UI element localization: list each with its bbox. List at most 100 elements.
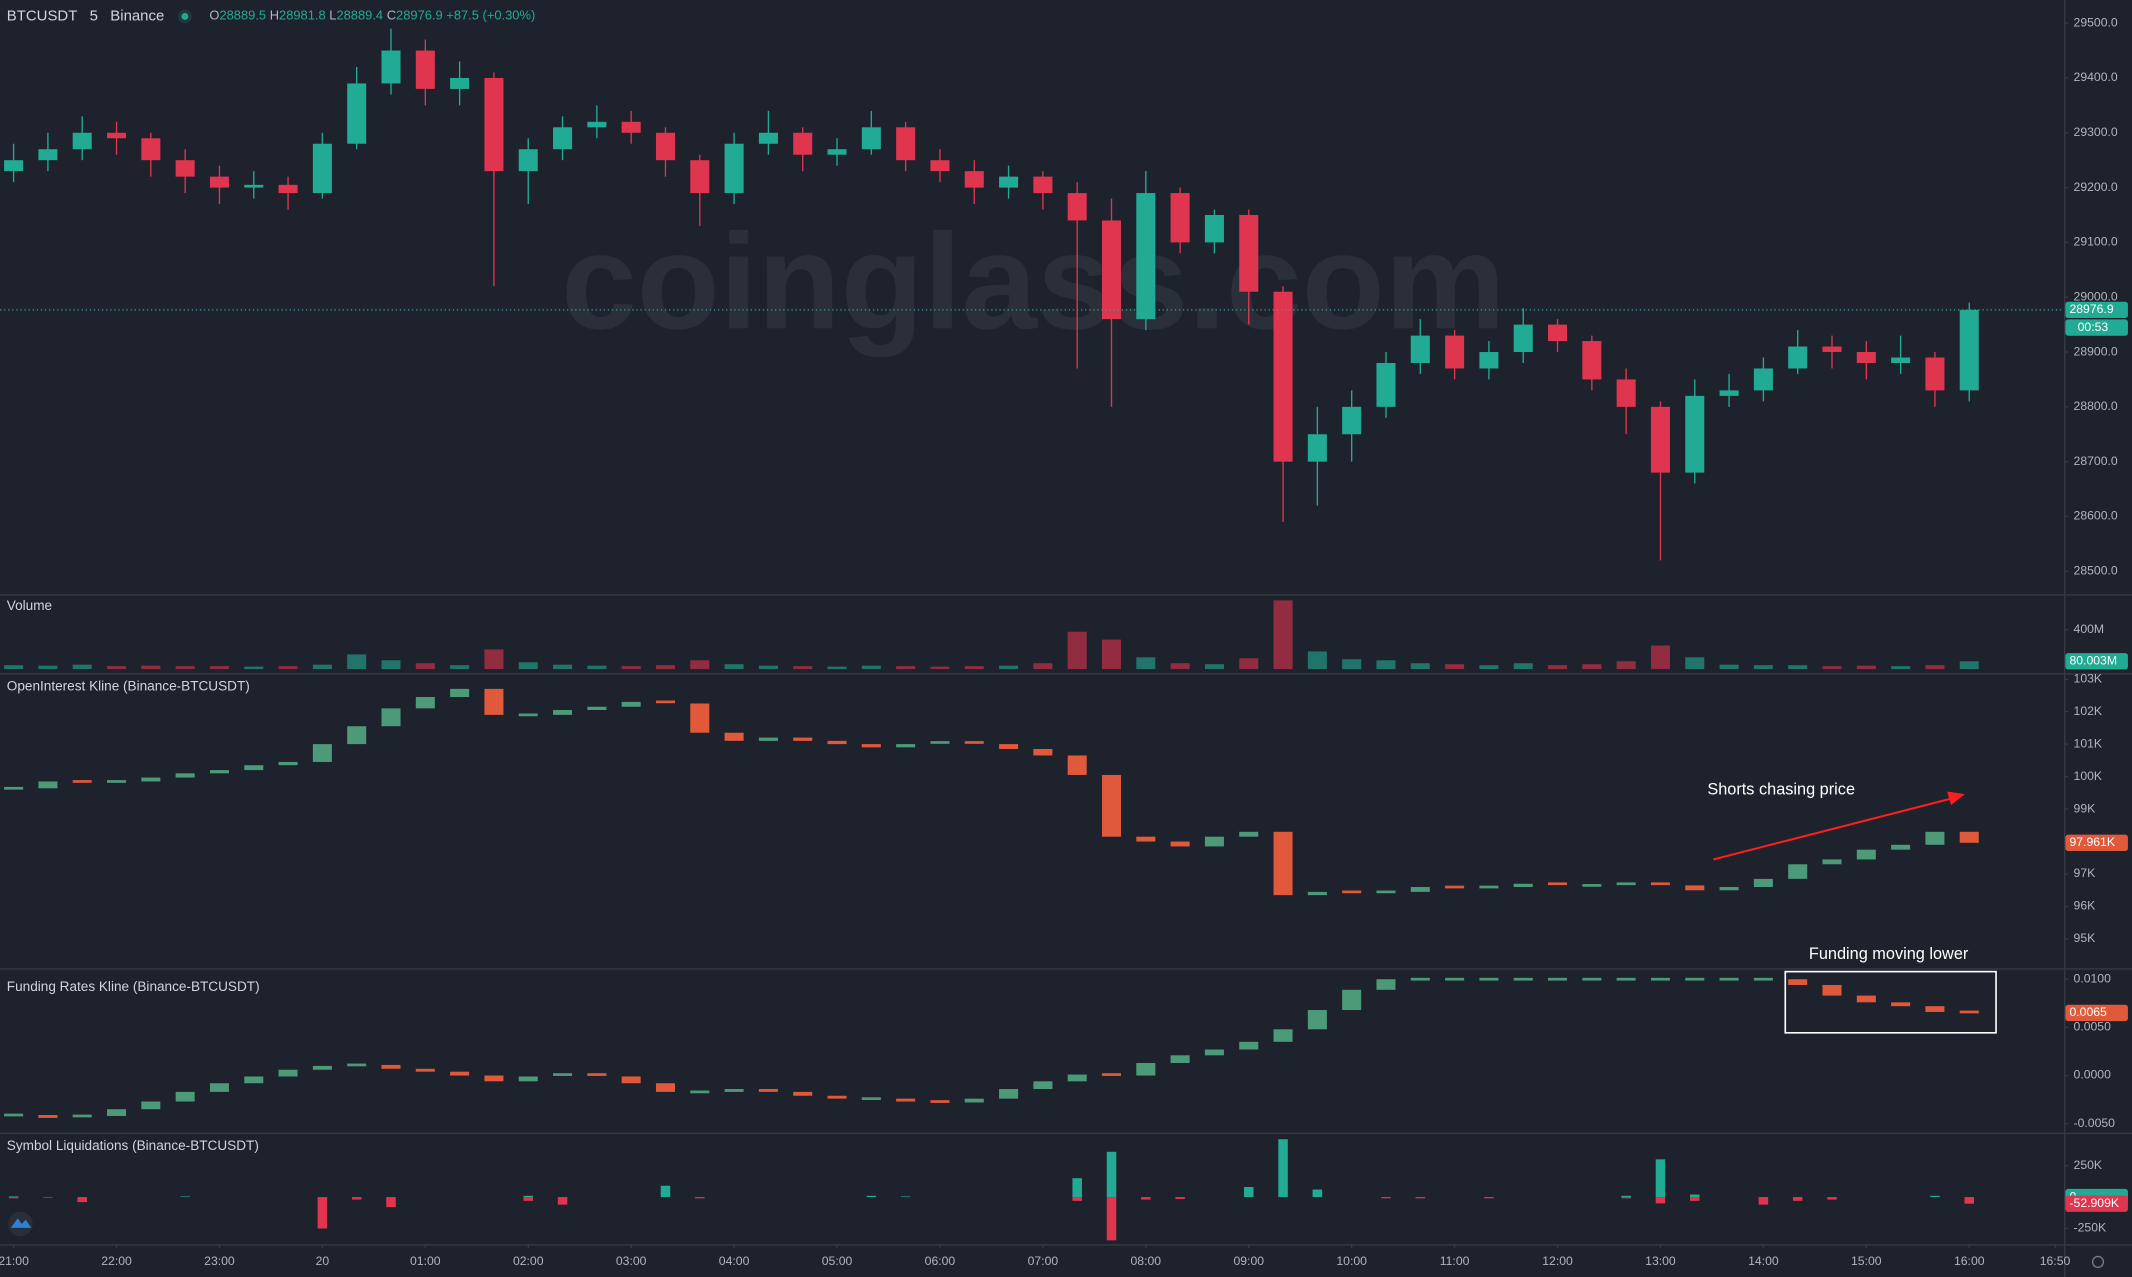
candle-body (1650, 406, 1670, 473)
liquidation-bar (1243, 1187, 1254, 1198)
liquidation-bar (900, 1196, 911, 1198)
settings-icon[interactable] (2091, 1255, 2105, 1269)
kline-bar (1239, 1041, 1259, 1050)
kline-bar (1753, 977, 1773, 981)
volume-bar (415, 663, 435, 670)
x-tick-label: 07:00 (1028, 1254, 1059, 1268)
volume-bar (861, 665, 881, 670)
countdown: 00:53 (2078, 320, 2109, 334)
volume-bar (1753, 665, 1773, 670)
x-tick-label: 10:00 (1336, 1254, 1367, 1268)
candle-body (72, 132, 92, 150)
kline-bar (1548, 882, 1568, 886)
kline-bar (1342, 989, 1362, 1011)
candle-body (107, 132, 127, 139)
volume-bar (1548, 665, 1568, 670)
volume-bar (1822, 666, 1842, 670)
volume-bar (1307, 651, 1327, 670)
ohlc-legend: O28889.5 H28981.8 L28889.4 C28976.9 +87.… (209, 8, 535, 23)
kline-bar (1548, 977, 1568, 981)
kline-bar (1959, 831, 1979, 843)
x-tick-label: 22:00 (101, 1254, 132, 1268)
kline-bar (38, 1115, 58, 1118)
liquidation-bar (1655, 1197, 1666, 1204)
volume-bar (1204, 664, 1224, 670)
volume-bar (1582, 664, 1602, 670)
candle-body (553, 127, 573, 150)
liquidation-bar (1655, 1159, 1666, 1198)
volume-bar (518, 662, 538, 670)
kline-bar (381, 708, 401, 727)
pane-title: Volume (7, 598, 52, 613)
volume-bar (1616, 661, 1636, 670)
kline-bar (1170, 841, 1190, 847)
kline-bar (1685, 977, 1705, 981)
kline-bar (1445, 885, 1465, 889)
kline-bar (107, 1109, 127, 1116)
kline-bar (175, 773, 195, 778)
kline-bar (175, 1091, 195, 1102)
x-tick-label: 08:00 (1131, 1254, 1162, 1268)
liquidation-bar (1072, 1178, 1082, 1198)
legend-value: 28981.8 (279, 8, 326, 23)
kline-bar (758, 737, 778, 741)
exchange: Binance (110, 7, 164, 24)
volume-bar (278, 666, 298, 670)
kline-bar (381, 1064, 401, 1069)
x-tick-label: 23:00 (204, 1254, 235, 1268)
x-tick-label: 13:00 (1645, 1254, 1676, 1268)
x-tick-label: 21:00 (0, 1254, 29, 1268)
candle-body (1856, 352, 1876, 363)
y-tick-label: 103K (2074, 671, 2103, 685)
volume-bar (1650, 645, 1670, 670)
volume-bar (1239, 658, 1259, 670)
kline-bar (655, 1083, 675, 1092)
x-tick-label: 03:00 (616, 1254, 647, 1268)
candle-body (381, 50, 401, 84)
kline-bar (209, 770, 229, 774)
volume-bar (1513, 663, 1533, 670)
kline-bar (690, 703, 710, 733)
kline-bar (930, 1100, 950, 1103)
volume-bar (1067, 631, 1087, 670)
volume-bar (450, 665, 470, 670)
liquidation-bar (351, 1197, 362, 1200)
x-tick-label: 12:00 (1542, 1254, 1573, 1268)
candle-body (1582, 341, 1602, 380)
liquidation-bar (180, 1196, 190, 1198)
kline-bar (484, 688, 504, 715)
liquidation-bar (1930, 1195, 1940, 1198)
candle-body (1033, 176, 1053, 194)
candle-body (1685, 395, 1705, 473)
liquidation-bar (77, 1197, 87, 1203)
kline-bar (587, 706, 607, 710)
volume-bar (964, 666, 984, 670)
candle-body (964, 171, 984, 188)
kline-bar (1170, 1055, 1190, 1064)
symbol-header: BTCUSDT 5 Binance (7, 7, 164, 24)
kline-bar (621, 1076, 641, 1084)
kline-bar (72, 1114, 92, 1118)
kline-bar (415, 697, 435, 709)
liquidation-bar (523, 1195, 533, 1198)
kline-bar (587, 1073, 607, 1076)
volume-bar (1856, 665, 1876, 670)
y-tick-label: 29000.0 (2074, 289, 2118, 303)
y-tick-label: 250K (2074, 1158, 2103, 1172)
volume-bar (244, 666, 264, 670)
volume-bar (1685, 657, 1705, 670)
volume-bar (793, 666, 813, 670)
volume-bar (1719, 664, 1739, 670)
candle-body (1548, 324, 1568, 342)
kline-bar (1959, 1010, 1979, 1014)
candle-body (1616, 379, 1636, 407)
volume-bar (1170, 663, 1190, 670)
candle-body (896, 127, 916, 161)
kline-bar (1788, 979, 1808, 985)
kline-bar (827, 1095, 847, 1099)
volume-bar (1479, 665, 1499, 670)
volume-bar (1445, 664, 1465, 670)
volume-bar (38, 665, 58, 670)
candle-body (1239, 214, 1259, 292)
volume-bar (1342, 659, 1362, 670)
